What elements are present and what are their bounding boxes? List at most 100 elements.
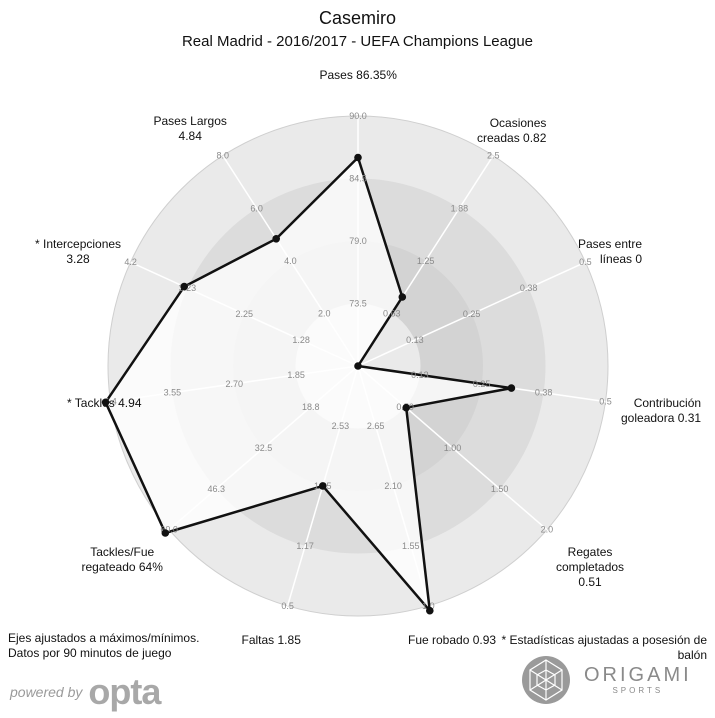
radar-point-8 [101,398,110,407]
tick-label: 18.8 [302,402,320,412]
radar-point-9 [180,282,188,291]
radar-point-10 [272,235,281,243]
axis-label-5: Fue robado 0.93 [408,633,496,648]
axis-label-line: líneas 0 [600,252,643,266]
axis-label-line: Fue robado 0.93 [408,633,497,647]
axis-label-line: Pases 86.35% [319,68,397,82]
axis-label-line: Pases Largos [153,114,227,128]
axis-label-line: 3.28 [66,252,90,266]
radar-point-1 [398,293,407,301]
tick-label: 0.25 [463,309,481,319]
radar-point-0 [354,153,362,162]
origami-subtitle: SPORTS [612,686,664,695]
tick-label: 0.63 [383,308,401,318]
tick-label: 0.38 [520,283,538,293]
powered-by-text: powered by [10,684,83,700]
axis-label-line: creadas 0.82 [477,131,547,145]
tick-label: 4.4 [104,397,117,407]
tick-label: 46.3 [208,484,226,494]
axis-label-7: Tackles/Fue regateado 64% [82,545,163,575]
tick-label: 0.5 [599,397,612,407]
tick-label: 6.0 [250,203,263,213]
chart-subtitle: Real Madrid - 2016/2017 - UEFA Champions… [181,33,534,50]
tick-label: 84.5 [349,174,367,184]
tick-label: 0.25 [473,379,491,389]
axis-label-line: * Tackles 4.94 [67,396,142,410]
tick-label: 1.50 [491,484,509,494]
radar-point-7 [161,529,170,537]
tick-label: 8.0 [217,151,230,161]
tick-label: 2.53 [332,421,350,431]
tick-label: 73.5 [349,299,367,309]
opta-wordmark: opta [88,671,161,712]
tick-label: 1.00 [444,443,462,453]
tick-label: 4.2 [124,257,137,267]
tick-label: 79.0 [349,236,367,246]
axis-label-line: Ocasiones [489,116,547,130]
tick-label: 0.5 [281,601,294,611]
tick-label: 2.0 [318,308,331,318]
origami-logo: ORIGAMI SPORTS [520,654,692,706]
tick-label: 3.55 [164,388,182,398]
radar-point-4 [402,403,411,412]
tick-label: 4.0 [284,256,297,266]
axis-label-6: Faltas 1.85 [242,633,301,648]
origami-wordmark: ORIGAMI [584,664,692,686]
axis-label-line: 4.84 [178,129,202,143]
axis-label-line: completados [556,560,625,574]
tick-label: 1.85 [287,370,305,380]
axis-label-line: * Intercepciones [35,237,122,251]
tick-label: 2.25 [236,309,254,319]
radar-point-6 [319,482,327,490]
axis-note-line1: Ejes ajustados a máximos/mínimos. [8,631,200,645]
axis-note-line2: Datos por 90 minutos de juego [8,646,172,660]
tick-label: 0.38 [535,388,553,398]
radar-tick-labels: 73.5 79.0 84.5 90.0 0.63 1.25 1.88 2.5 0.13 0.25 0… [104,111,612,611]
origami-ball-icon [522,656,570,704]
axis-label-0: Pases 86.35% [320,68,397,83]
tick-label: 0.13 [406,335,424,345]
tick-label: 1.28 [292,335,310,345]
axis-label-3: Contribución goleadora 0.31 [621,396,701,426]
possession-note-line2: balón [677,648,707,662]
axis-label-8: * Tackles 4.94 [67,396,142,411]
tick-label: 60.0 [160,525,178,535]
axis-label-1: Ocasiones creadas 0.82 [477,116,546,146]
tick-label: 2.5 [487,151,500,161]
tick-label: 1.17 [296,541,314,551]
radar-data-polygon [104,156,513,612]
tick-label: 2.70 [226,379,244,389]
axis-note: Ejes ajustados a máximos/mínimos. Datos … [8,631,199,661]
radar-point-2 [354,362,362,370]
axis-label-line: Pases entre [578,237,643,251]
tick-label: 2.65 [367,421,385,431]
axis-label-line: Tackles/Fue [90,545,155,559]
radar-spoke-2 [357,261,586,367]
tick-label: 0.13 [411,370,429,380]
tick-label: 1.25 [417,256,435,266]
tick-label: 2.10 [384,481,402,491]
axis-label-line: Contribución [633,396,702,410]
radar-data-points [101,153,516,615]
possession-note: * Estadísticas ajustadas a posesión de b… [502,633,707,663]
radar-point-3 [507,384,516,392]
tick-label: 2.0 [541,525,554,535]
axis-label-line: Regates [567,545,613,559]
axis-label-4: Regates completados 0.51 [556,545,624,590]
tick-label: 32.5 [255,443,273,453]
tick-label: 1.88 [451,203,469,213]
radar-point-5 [426,606,434,615]
radar-polygon [104,156,513,612]
axis-label-9: * Intercepciones 3.28 [35,237,121,267]
chart-title: Casemiro [318,8,397,28]
axis-label-2: Pases entre líneas 0 [578,237,642,267]
axis-label-line: Faltas 1.85 [241,633,301,647]
axis-label-line: regateado 64% [81,560,163,574]
tick-label: 1.0 [422,601,435,611]
possession-note-line1: * Estadísticas ajustadas a posesión de [501,633,707,647]
axis-label-line: goleadora 0.31 [621,411,702,425]
tick-label: 90.0 [349,111,367,121]
axis-label-line: 0.51 [578,575,602,589]
